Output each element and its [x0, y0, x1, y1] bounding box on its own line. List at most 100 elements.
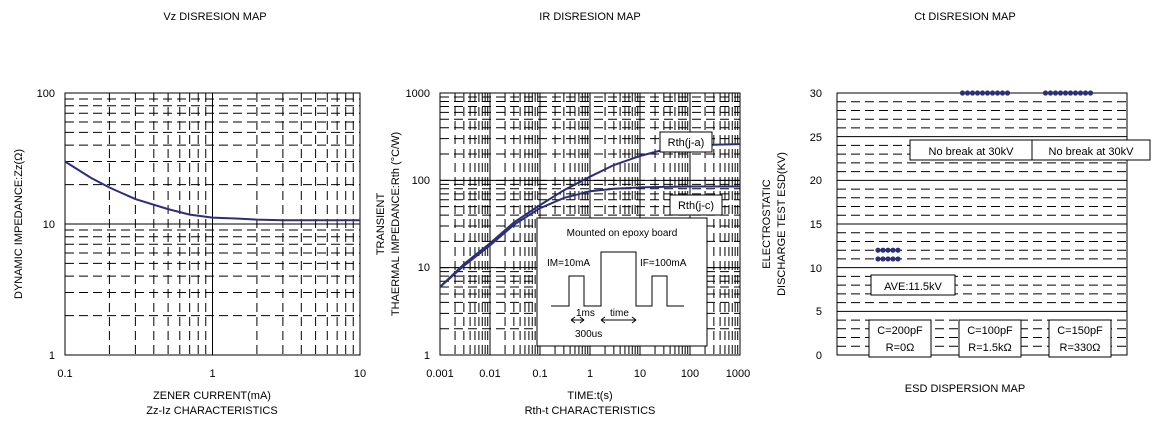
map-title-ir: IR DISRESION MAP: [539, 11, 640, 23]
legend-box-jc: [669, 194, 723, 216]
legend-label-jc: Rth(j-c): [678, 200, 714, 212]
chart3-point: [890, 256, 896, 262]
chart3-point: [984, 90, 991, 96]
chart1-xlabel: ZENER CURRENT(mA): [153, 390, 271, 402]
inset-arrow-time: [600, 316, 637, 324]
chart3-point: [890, 247, 896, 253]
chart3-yticks: 0 5 10 15 20 25 30: [810, 88, 822, 362]
inset-label-im: IM=10mA: [547, 258, 590, 269]
chart3-point: [964, 90, 971, 96]
chart3-point: [1087, 90, 1094, 96]
chart3-point: [895, 247, 901, 253]
chart2-xtick: 0.1: [532, 368, 547, 380]
chart3-ytick: 25: [810, 132, 822, 144]
chart2-xtick: 0.01: [479, 368, 500, 380]
chart3-point: [1067, 90, 1074, 96]
condition-1-c: C=200pF: [877, 325, 923, 337]
annotation-nobreak-1: No break at 30kV: [929, 146, 1015, 158]
chart1-xtick: 1: [209, 368, 215, 380]
chart3-point: [1072, 90, 1079, 96]
condition-1-r: R=0Ω: [886, 342, 915, 354]
chart3-ytick: 0: [816, 350, 822, 362]
chart2-xtick: 0.001: [426, 368, 454, 380]
chart3-point: [989, 90, 996, 96]
condition-3-r: R=330Ω: [1060, 342, 1101, 354]
chart2-series-line-jc: [439, 185, 740, 288]
inset-label-if: IF=100mA: [640, 258, 687, 269]
chart3-point: [885, 256, 891, 262]
condition-box-1: [868, 319, 932, 358]
chart2-ytick: 100: [412, 175, 430, 187]
chart3-point: [1052, 90, 1059, 96]
chart2-frame: [439, 92, 741, 356]
chart1-frame: [64, 92, 361, 356]
chart2-xtick: 100: [681, 368, 699, 380]
chart3-point: [1004, 90, 1011, 96]
chart2-ylabel-line1: TRANSIENT: [375, 193, 387, 256]
chart3-point: [1082, 90, 1089, 96]
chart3-grid: [837, 101, 1127, 347]
chart1-grid: [65, 93, 360, 355]
chart3-title: ESD DISPERSION MAP: [905, 383, 1025, 395]
chart3-ylabel-line1: ELECTROSTATIC: [761, 179, 773, 268]
chart3-ylabel-line2: DISCHARGE TEST ESD(KV): [776, 152, 788, 296]
map-title-ct: Ct DISRESION MAP: [914, 11, 1015, 23]
chart2-xtick: 10: [634, 368, 646, 380]
chart3-point: [1062, 90, 1069, 96]
inset-frame: [536, 217, 708, 347]
chart3-ytick: 15: [810, 219, 822, 231]
chart3-ytick: 5: [816, 306, 822, 318]
chart1-ylabel: DYNAMIC IMPEDANCE:Zz(Ω): [13, 149, 25, 299]
annotation-box-ave: [870, 274, 956, 296]
chart3-point: [1057, 90, 1064, 96]
inset-label-300us: 300us: [575, 329, 602, 340]
chart3-point: [1077, 90, 1084, 96]
chart3-point: [999, 90, 1006, 96]
chart1-ytick: 10: [43, 219, 55, 231]
chart3-point: [979, 90, 986, 96]
chart1-xtick: 10: [354, 368, 366, 380]
chart2-xlabel: TIME:t(s): [567, 390, 612, 402]
chart3-points: [875, 90, 1094, 262]
chart2-ylabel-line2: THAERMAL IMPEDANCE:Rth (°C/W): [390, 132, 402, 316]
chart2-xticks: 0.001 0.01 0.1 1 10 100 1000: [426, 368, 750, 380]
annotation-box-nobreak-2: [1031, 139, 1151, 161]
condition-box-3: [1048, 319, 1112, 358]
inset-arrow-pulse: [570, 316, 585, 324]
condition-3-c: C=150pF: [1057, 325, 1103, 337]
chart3-point: [1042, 90, 1049, 96]
map-title-vz: Vz DISRESION MAP: [163, 11, 266, 23]
condition-box-2: [958, 319, 1022, 358]
chart2-title: Rth-t CHARACTERISTICS: [525, 405, 656, 417]
chart3-point: [959, 90, 966, 96]
chart2-xtick: 1: [587, 368, 593, 380]
chart-esd: 0 5 10 15 20 25 30 No break at 30kV No b…: [761, 88, 1151, 395]
chart2-xtick: 1000: [726, 368, 750, 380]
inset-pulse-diagram: Mounted on epoxy board IM=10mA IF=100mA …: [536, 217, 708, 347]
chart1-xtick: 0.1: [57, 368, 72, 380]
chart-rth-t: 0.001 0.01 0.1 1 10 100 1000 1 10 100 10…: [375, 88, 750, 417]
chart3-point: [969, 90, 976, 96]
chart1-title: Zz-Iz CHARACTERISTICS: [146, 405, 277, 417]
inset-label-time: time: [610, 308, 629, 319]
annotation-nobreak-2: No break at 30kV: [1049, 146, 1135, 158]
chart2-ytick: 1000: [406, 88, 430, 100]
chart1-series-line: [64, 160, 360, 222]
chart3-point: [974, 90, 981, 96]
chart2-ytick: 10: [418, 262, 430, 274]
chart3-point: [880, 256, 886, 262]
inset-label-1ms: 1ms: [576, 308, 595, 319]
chart1-xticks: 0.1 1 10: [57, 368, 366, 380]
chart3-point: [1047, 90, 1054, 96]
chart-zz-iz: 0.1 1 10 1 10 100 ZENER CURRENT(mA) Zz-I…: [13, 88, 366, 417]
annotation-ave: AVE:11.5kV: [884, 281, 942, 293]
chart1-ytick: 100: [37, 88, 55, 100]
chart2-ytick: 1: [424, 350, 430, 362]
chart3-ytick: 30: [810, 88, 822, 100]
chart2-yticks: 1 10 100 1000: [406, 88, 430, 362]
inset-title: Mounted on epoxy board: [567, 228, 678, 239]
chart3-ytick: 20: [810, 175, 822, 187]
chart1-yticks: 1 10 100: [37, 88, 55, 362]
chart3-point: [994, 90, 1001, 96]
